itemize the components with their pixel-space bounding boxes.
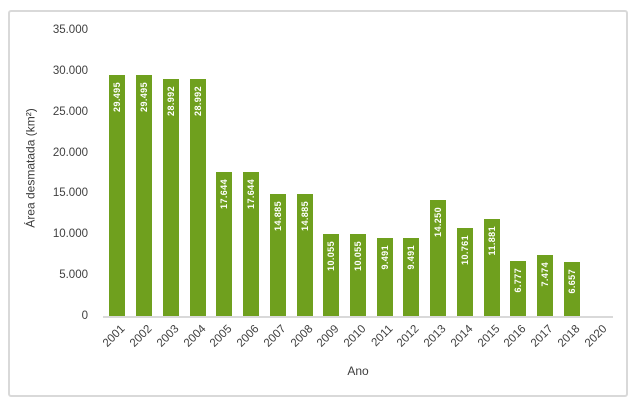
bar-2002: 29.495 — [136, 75, 153, 316]
bar-value-label-2009: 10.055 — [326, 241, 337, 271]
y-tick-label-25000: 25.000 — [52, 105, 88, 118]
bar-value-label-2014: 10.761 — [459, 235, 470, 265]
bar-value-label-2010: 10.055 — [353, 241, 363, 271]
x-axis-title: Ano — [347, 364, 369, 378]
bar-2015: 11.881 — [483, 219, 500, 316]
y-tick-label-5000: 5.000 — [59, 269, 88, 282]
y-tick-label-0: 0 — [81, 310, 88, 322]
bar-value-label-2011: 9.491 — [379, 245, 390, 270]
x-axis-line — [103, 316, 613, 318]
bar-2017: 7.474 — [537, 255, 554, 316]
bar-2008: 14.885 — [296, 194, 313, 316]
bar-value-label-2006: 17.644 — [246, 179, 257, 209]
bar-value-label-2002: 29.495 — [139, 82, 150, 112]
bar-value-label-2013: 14.250 — [433, 207, 444, 237]
bar-2016: 6.777 — [510, 261, 527, 316]
bar-value-label-2016: 6.777 — [513, 268, 524, 293]
bar-2004: 28.992 — [189, 79, 206, 316]
bar-value-label-2004: 28.992 — [192, 86, 203, 116]
bar-2005: 17.644 — [216, 172, 233, 316]
bar-value-label-2001: 29.495 — [112, 82, 123, 112]
bar-2001: 29.495 — [109, 75, 126, 316]
bar-2010: 10.055 — [350, 234, 366, 316]
bar-value-label-2007: 14.885 — [272, 201, 283, 231]
y-tick-label-35000: 35.000 — [52, 24, 88, 36]
bar-2003: 28.992 — [162, 79, 179, 316]
y-tick-label-15000: 15.000 — [52, 187, 88, 200]
bar-value-label-2008: 14.885 — [299, 201, 310, 231]
bar-2018: 6.657 — [563, 262, 580, 316]
bar-value-label-2015: 11.881 — [486, 226, 497, 256]
plot-area: 29.495 29.495 28.992 28.992 17.644 17.644 14.8… — [104, 30, 612, 316]
y-tick-label-30000: 30.000 — [52, 64, 88, 77]
bar-value-label-2003: 28.992 — [165, 86, 176, 116]
bar-value-label-2017: 7.474 — [540, 262, 551, 287]
bar-2007: 14.885 — [269, 194, 286, 316]
y-tick-label-20000: 20.000 — [52, 146, 88, 159]
bar-2012: 9.491 — [403, 238, 420, 316]
bar-2006: 17.644 — [243, 172, 260, 316]
bar-2011: 9.491 — [376, 238, 393, 316]
bar-2009: 10.055 — [323, 234, 340, 316]
bar-2013: 14.250 — [430, 200, 447, 316]
y-tick-label-10000: 10.000 — [52, 228, 88, 241]
bar-value-label-2012: 9.491 — [406, 245, 417, 270]
bar-2014: 10.761 — [456, 228, 473, 316]
bar-value-label-2018: 6.657 — [566, 269, 577, 294]
bar-value-label-2005: 17.644 — [219, 179, 230, 209]
